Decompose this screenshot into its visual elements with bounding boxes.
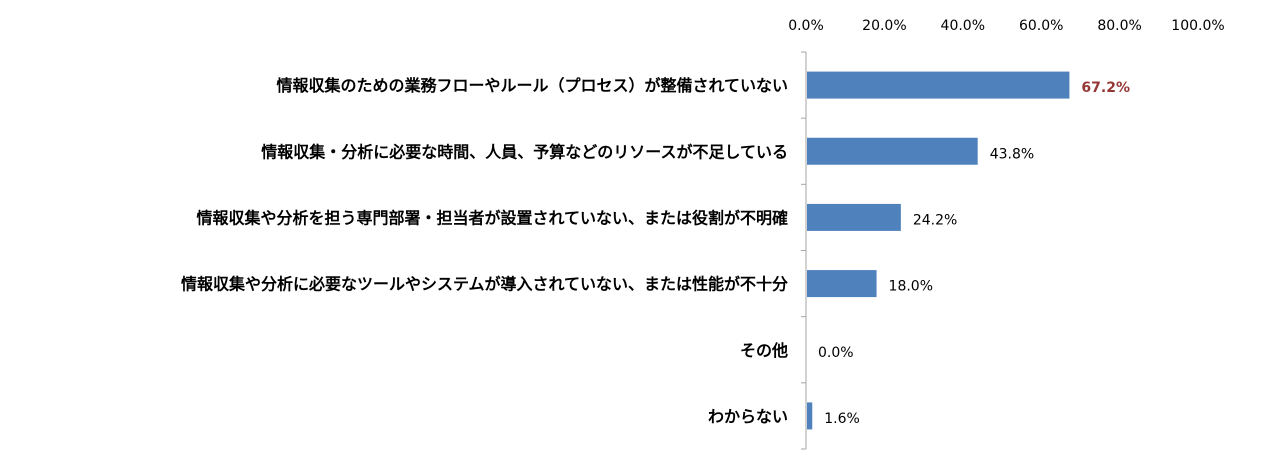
data-label: 1.6% — [824, 411, 860, 427]
data-label: 0.0% — [818, 345, 854, 361]
bar — [807, 71, 1070, 99]
labels: 0.0% 20.0% 40.0% 60.0% 80.0% 100.0% 情報収集のための業務… — [181, 18, 1225, 427]
x-tick-label: 40.0% — [941, 18, 985, 34]
bars — [807, 71, 1070, 430]
data-label: 24.2% — [913, 212, 957, 228]
x-tick-label: 80.0% — [1097, 18, 1141, 34]
x-tick-label: 20.0% — [862, 18, 906, 34]
x-tick-label: 100.0% — [1171, 18, 1224, 34]
bar — [807, 402, 813, 430]
x-tick-label: 0.0% — [788, 18, 824, 34]
data-label: 67.2% — [1081, 80, 1130, 96]
category-label: その他 — [740, 341, 788, 360]
x-tick-label: 60.0% — [1019, 18, 1063, 34]
category-label: 情報収集や分析に必要なツールやシステムが導入されていない、または性能が不十分 — [181, 275, 788, 294]
category-label: 情報収集や分析を担う専門部署・担当者が設置されていない、または役割が不明確 — [196, 208, 788, 227]
category-label: 情報収集のための業務フローやルール（プロセス）が整備されていない — [276, 76, 788, 95]
bar — [807, 203, 901, 231]
category-label: 情報収集・分析に必要な時間、人員、予算などのリソースが不足している — [261, 142, 788, 161]
bar — [807, 137, 978, 165]
bar — [807, 270, 877, 298]
data-label: 18.0% — [889, 279, 933, 295]
axes — [801, 51, 807, 450]
data-label: 43.8% — [990, 146, 1034, 162]
category-label: わからない — [708, 407, 788, 426]
